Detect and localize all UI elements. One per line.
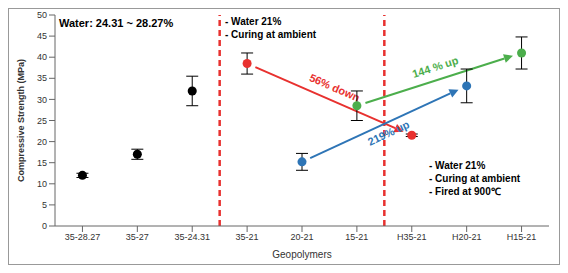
html-text:- Curing at ambient: - Curing at ambient [429, 173, 521, 184]
html-text:Water: 24.31 ~ 28.27%: Water: 24.31 ~ 28.27% [59, 17, 174, 29]
svg-text:Compressive Strength (MPa): Compressive Strength (MPa) [16, 59, 26, 182]
svg-text:20-21: 20-21 [290, 232, 313, 242]
svg-text:15: 15 [37, 158, 47, 168]
svg-text:35-24.31: 35-24.31 [174, 232, 210, 242]
svg-text:20: 20 [37, 137, 47, 147]
svg-text:40: 40 [37, 52, 47, 62]
svg-text:15-21: 15-21 [345, 232, 368, 242]
svg-text:5: 5 [42, 200, 47, 210]
svg-text:35-28.27: 35-28.27 [65, 232, 101, 242]
svg-text:Geopolymers: Geopolymers [272, 249, 331, 260]
svg-text:45: 45 [37, 31, 47, 41]
svg-text:30: 30 [37, 95, 47, 105]
html-text:- Fired at 900℃: - Fired at 900℃ [429, 186, 501, 197]
svg-text:10: 10 [37, 179, 47, 189]
svg-text:219% up: 219% up [366, 118, 412, 148]
svg-text:35: 35 [37, 73, 47, 83]
html-text:- Curing at ambient: - Curing at ambient [225, 29, 317, 40]
svg-text:H20-21: H20-21 [452, 232, 482, 242]
svg-text:0: 0 [42, 221, 47, 231]
svg-text:35-27: 35-27 [126, 232, 149, 242]
svg-text:H15-21: H15-21 [507, 232, 537, 242]
svg-text:56% down: 56% down [308, 71, 362, 104]
svg-text:144 % up: 144 % up [411, 54, 460, 80]
svg-text:50: 50 [37, 10, 47, 20]
svg-text:25: 25 [37, 116, 47, 126]
svg-text:H35-21: H35-21 [397, 232, 427, 242]
html-text:- Water 21%: - Water 21% [225, 16, 282, 27]
svg-text:35-21: 35-21 [236, 232, 259, 242]
html-text:- Water 21%: - Water 21% [429, 160, 486, 171]
